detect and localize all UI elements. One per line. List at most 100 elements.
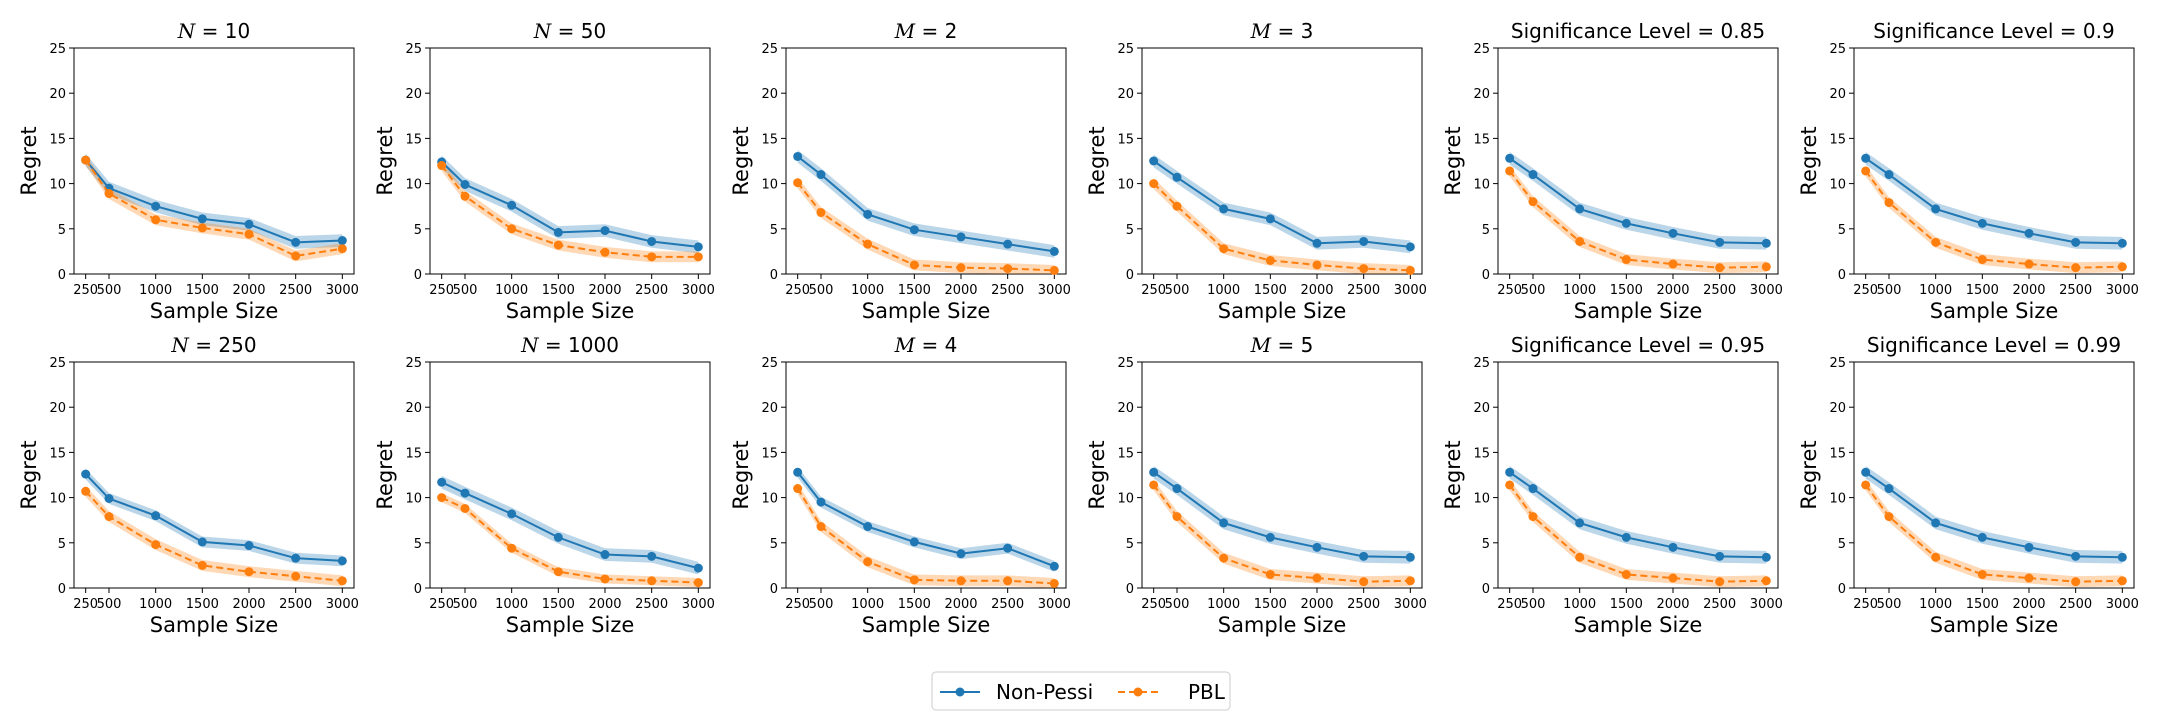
x-tick-label: 250 (1497, 597, 1522, 612)
y-tick-label: 0 (414, 582, 422, 597)
non-pessi-point (1172, 172, 1182, 182)
x-tick-label: 1000 (495, 597, 528, 612)
non-pessi-point (151, 201, 161, 211)
pbl-point (793, 484, 803, 494)
x-tick-label: 1000 (139, 597, 172, 612)
non-pessi-point (1884, 484, 1894, 494)
y-tick-label: 25 (1473, 42, 1490, 57)
x-tick-label: 500 (97, 283, 122, 298)
pbl-point (1359, 577, 1369, 587)
non-pessi-point (1931, 518, 1941, 528)
pbl-point (1505, 480, 1515, 490)
x-tick-label: 250 (785, 283, 810, 298)
non-pessi-point (693, 242, 703, 252)
pbl-point (1977, 255, 1987, 265)
pbl-point (151, 540, 161, 550)
pbl-point (1884, 512, 1894, 522)
y-tick-label: 20 (49, 401, 66, 416)
pbl-band (1153, 178, 1411, 274)
axes-frame (785, 47, 1067, 275)
pbl-point (1049, 265, 1059, 275)
x-axis-label: Sample Size (1218, 299, 1347, 323)
y-axis-label: Regret (17, 126, 41, 195)
non-pessi-point (1931, 204, 1941, 214)
pbl-point (104, 512, 114, 522)
pbl-point (816, 208, 826, 218)
pbl-point (553, 240, 563, 250)
non-pessi-point (2071, 551, 2081, 561)
y-tick-label: 15 (1117, 446, 1134, 461)
y-tick-label: 20 (761, 401, 778, 416)
non-pessi-point (1575, 204, 1585, 214)
y-tick-label: 5 (770, 223, 778, 238)
x-tick-label: 1000 (1207, 597, 1240, 612)
x-tick-label: 2000 (2012, 597, 2045, 612)
panel-title: Significance Level = 0.9 (1873, 19, 2114, 43)
y-tick-label: 0 (58, 582, 66, 597)
non-pessi-point (437, 477, 447, 487)
pbl-point (793, 178, 803, 188)
x-tick-label: 250 (1853, 597, 1878, 612)
x-tick-label: 1500 (542, 597, 575, 612)
non-pessi-point (2117, 238, 2127, 248)
pbl-point (337, 244, 347, 254)
legend-marker-pbl (1133, 687, 1143, 697)
non-pessi-point (1761, 238, 1771, 248)
pbl-point (1575, 552, 1585, 562)
pbl-point (437, 493, 447, 503)
y-axis-label: Regret (729, 126, 753, 195)
pbl-point (647, 252, 657, 262)
y-tick-label: 10 (1829, 178, 1846, 193)
y-axis-label: Regret (1085, 126, 1109, 195)
non-pessi-band (1153, 465, 1411, 564)
y-tick-label: 25 (1117, 356, 1134, 371)
y-tick-label: 25 (49, 356, 66, 371)
legend-label-non-pessi: Non-Pessi (996, 680, 1093, 704)
pbl-point (2117, 262, 2127, 272)
pbl-band (797, 177, 1055, 274)
x-tick-label: 1000 (1919, 283, 1952, 298)
x-axis-label: Sample Size (1574, 299, 1703, 323)
y-tick-label: 10 (49, 492, 66, 507)
non-pessi-line (796, 471, 1055, 568)
axes-frame (1853, 47, 2135, 275)
pbl-point (1668, 259, 1678, 269)
y-tick-label: 0 (1482, 268, 1490, 283)
y-tick-label: 0 (770, 582, 778, 597)
non-pessi-point (197, 214, 207, 224)
non-pessi-point (1715, 237, 1725, 247)
pbl-point (291, 571, 301, 581)
pbl-point (1312, 260, 1322, 270)
pbl-point (1149, 480, 1159, 490)
y-tick-label: 20 (1829, 401, 1846, 416)
pbl-band (1153, 479, 1411, 588)
non-pessi-point (104, 494, 114, 504)
non-pessi-point (1172, 484, 1182, 494)
x-tick-label: 2000 (944, 597, 977, 612)
pbl-point (909, 575, 919, 585)
x-tick-label: 2500 (635, 597, 668, 612)
pbl-point (1621, 255, 1631, 265)
non-pessi-point (507, 200, 517, 210)
y-tick-label: 25 (761, 42, 778, 57)
legend-box (931, 671, 1231, 711)
x-tick-label: 1500 (542, 283, 575, 298)
x-tick-label: 2000 (588, 283, 621, 298)
y-tick-label: 5 (58, 537, 66, 552)
non-pessi-point (337, 556, 347, 566)
x-axis-label: Sample Size (506, 613, 635, 637)
x-tick-label: 250 (73, 283, 98, 298)
y-tick-label: 25 (49, 42, 66, 57)
x-tick-label: 1500 (1966, 283, 1999, 298)
non-pessi-point (1621, 218, 1631, 228)
non-pessi-point (1359, 551, 1369, 561)
panel-title: N = 10 (177, 19, 250, 43)
non-pessi-point (244, 541, 254, 551)
pbl-point (1003, 576, 1013, 586)
pbl-point (81, 155, 91, 165)
pbl-band (85, 154, 343, 262)
x-tick-label: 2500 (1347, 283, 1380, 298)
